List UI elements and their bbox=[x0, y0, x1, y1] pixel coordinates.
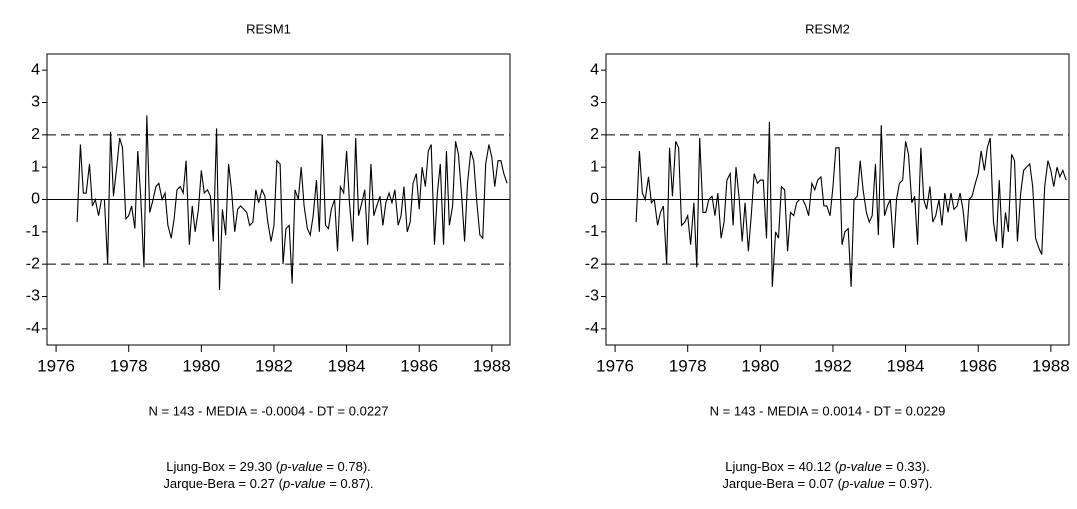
y-tick-label: -2 bbox=[26, 255, 40, 272]
chart-title: RESM2 bbox=[805, 21, 850, 36]
series-line bbox=[76, 115, 508, 291]
note-part: = 0.97). bbox=[885, 476, 933, 491]
y-tick-label: 0 bbox=[590, 191, 599, 208]
x-tick-label: 1986 bbox=[400, 356, 438, 375]
note-part: p-value bbox=[841, 476, 885, 491]
y-tick-label: 2 bbox=[590, 126, 599, 143]
note-part: p-value bbox=[279, 459, 323, 474]
y-tick-label: -1 bbox=[26, 223, 40, 240]
x-tick-label: 1984 bbox=[887, 356, 925, 375]
y-tick-label: -3 bbox=[26, 288, 40, 305]
chart-title: RESM1 bbox=[246, 21, 291, 36]
y-tick-label: -4 bbox=[585, 320, 599, 337]
note-part: = 0.33). bbox=[882, 459, 930, 474]
x-tick-label: 1976 bbox=[596, 356, 634, 375]
x-tick-label: 1982 bbox=[814, 356, 852, 375]
x-tick-label: 1988 bbox=[473, 356, 511, 375]
x-tick-label: 1980 bbox=[182, 356, 220, 375]
y-tick-label: 3 bbox=[31, 94, 40, 111]
x-tick-label: 1984 bbox=[328, 356, 366, 375]
x-tick-label: 1982 bbox=[255, 356, 293, 375]
note-part: = 0.78). bbox=[323, 459, 371, 474]
series-line bbox=[635, 121, 1067, 287]
note: Ljung-Box = 29.30 (p-value = 0.78). bbox=[166, 459, 371, 474]
x-tick-label: 1978 bbox=[110, 356, 148, 375]
note-part: p-value bbox=[282, 476, 326, 491]
y-tick-label: 1 bbox=[590, 158, 599, 175]
y-tick-label: -2 bbox=[585, 255, 599, 272]
x-tick-label: 1988 bbox=[1032, 356, 1070, 375]
summary: N = 143 - MEDIA = -0.0004 - DT = 0.0227 bbox=[148, 403, 388, 418]
note-part: Ljung-Box = 40.12 ( bbox=[725, 459, 839, 474]
y-tick-label: 4 bbox=[590, 61, 599, 78]
y-tick-label: 4 bbox=[31, 61, 40, 78]
y-tick-label: 1 bbox=[31, 158, 40, 175]
note: Ljung-Box = 40.12 (p-value = 0.33). bbox=[725, 459, 930, 474]
y-tick-label: 2 bbox=[31, 126, 40, 143]
summary: N = 143 - MEDIA = 0.0014 - DT = 0.0229 bbox=[710, 403, 946, 418]
x-tick-label: 1976 bbox=[37, 356, 75, 375]
y-tick-label: 0 bbox=[31, 191, 40, 208]
note-part: p-value bbox=[838, 459, 882, 474]
x-tick-label: 1978 bbox=[669, 356, 707, 375]
y-tick-label: 3 bbox=[590, 94, 599, 111]
y-tick-label: -3 bbox=[585, 288, 599, 305]
x-tick-label: 1980 bbox=[741, 356, 779, 375]
note-part: Jarque-Bera = 0.27 ( bbox=[163, 476, 283, 491]
note-part: Ljung-Box = 29.30 ( bbox=[166, 459, 280, 474]
y-tick-label: -1 bbox=[585, 223, 599, 240]
note: Jarque-Bera = 0.07 (p-value = 0.97). bbox=[722, 476, 932, 491]
y-tick-label: -4 bbox=[26, 320, 40, 337]
note-part: = 0.87). bbox=[326, 476, 374, 491]
x-tick-label: 1986 bbox=[959, 356, 997, 375]
note-part: Jarque-Bera = 0.07 ( bbox=[722, 476, 842, 491]
note: Jarque-Bera = 0.27 (p-value = 0.87). bbox=[163, 476, 373, 491]
